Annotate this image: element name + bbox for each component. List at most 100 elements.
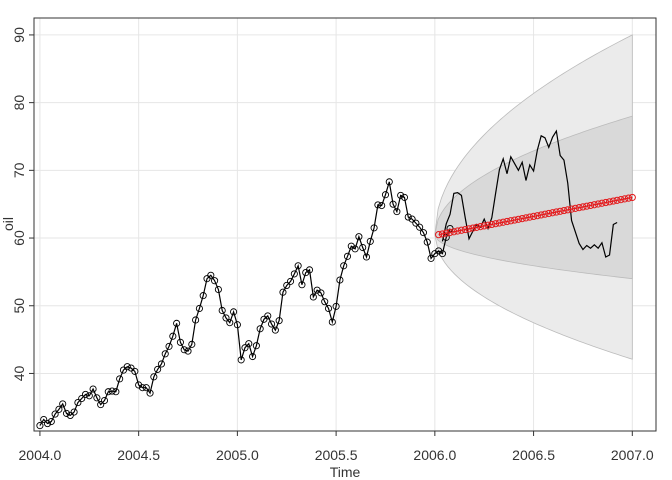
- forecast-point: [613, 196, 621, 204]
- observed-point: [97, 401, 105, 409]
- observed-point: [366, 237, 374, 245]
- observed-point: [340, 262, 348, 270]
- observed-point: [233, 321, 241, 329]
- observed-point: [305, 266, 314, 274]
- observed-point: [419, 229, 428, 237]
- observed-point: [397, 191, 405, 199]
- observed-point: [408, 215, 416, 223]
- observed-point: [188, 340, 196, 348]
- forecast-bands: [434, 34, 633, 360]
- observed-point: [40, 415, 48, 424]
- x-tick-label: 2007.0: [611, 447, 654, 463]
- forecast-point: [628, 193, 636, 202]
- forecast-point: [624, 194, 633, 202]
- forecast-point: [507, 217, 515, 225]
- forecast-point: [488, 220, 496, 229]
- observed-point: [100, 396, 109, 405]
- observed-point: [214, 285, 222, 294]
- axis-ticks: 2004.0 2004.5 2005.0 2005.5 2006.0 2006.5 2007…: [11, 27, 654, 463]
- observed-point: [85, 392, 93, 400]
- forecast-point: [590, 201, 598, 209]
- x-tick-label: 2006.5: [512, 447, 555, 463]
- forecast-point: [556, 207, 564, 215]
- forecast-point: [602, 198, 610, 207]
- forecast-point: [518, 214, 526, 223]
- forecast-point: [583, 202, 591, 210]
- observed-point: [93, 394, 101, 402]
- observed-point: [249, 352, 257, 361]
- observed-point: [161, 350, 169, 358]
- observed-point: [256, 325, 264, 333]
- forecast-point: [484, 221, 492, 229]
- forecast-point: [510, 216, 519, 224]
- observed-point: [43, 420, 52, 428]
- series-lines: [39, 129, 633, 426]
- observed-point: [245, 340, 253, 348]
- forecast-point: [473, 223, 481, 231]
- y-tick-label: 90: [11, 27, 27, 43]
- observed-point: [142, 384, 150, 392]
- observed-point: [298, 281, 306, 289]
- observed-point: [211, 277, 219, 285]
- observed-point: [252, 342, 260, 350]
- observed-point: [157, 360, 165, 368]
- forecast-point: [560, 206, 568, 215]
- y-tick-label: 80: [11, 95, 27, 111]
- observed-point: [116, 375, 124, 383]
- observed-point: [264, 312, 272, 320]
- x-axis-title: Time: [330, 464, 361, 480]
- observed-point: [279, 288, 287, 296]
- observed-point: [36, 422, 44, 430]
- forecast-point: [609, 197, 617, 205]
- x-tick-label: 2004.5: [117, 447, 160, 463]
- forecast-point: [537, 211, 545, 219]
- observed-point: [381, 191, 390, 199]
- forecast-point: [533, 212, 541, 220]
- forecast-point: [571, 204, 579, 212]
- observed-continued-line: [441, 129, 618, 258]
- forecast-point: [476, 223, 485, 231]
- observed-point: [78, 394, 86, 403]
- observed-point: [427, 254, 435, 262]
- observed-point: [226, 319, 234, 327]
- observed-point: [237, 356, 245, 364]
- forecast-point: [446, 228, 454, 237]
- forecast-point: [529, 212, 538, 221]
- observed-point: [324, 304, 333, 313]
- observed-point: [294, 262, 302, 270]
- forecast-point: [465, 225, 473, 233]
- forecast-point: [469, 224, 477, 232]
- observed-point: [104, 388, 112, 396]
- observed-point: [165, 342, 173, 350]
- forecast-point: [457, 226, 466, 234]
- series-points: [36, 178, 636, 430]
- forecast-point: [435, 231, 443, 239]
- observed-point: [328, 318, 336, 326]
- forecast-point: [564, 206, 572, 214]
- observed-point: [423, 238, 431, 246]
- observed-point: [199, 292, 207, 300]
- observed-point: [283, 281, 291, 289]
- observed-point: [108, 387, 116, 395]
- observed-point: [51, 410, 59, 418]
- observed-point: [74, 399, 82, 407]
- observed-point: [218, 306, 226, 315]
- observed-point: [173, 319, 181, 327]
- forecast-line: [438, 196, 633, 236]
- observed-point: [222, 314, 230, 322]
- observed-point: [275, 317, 283, 325]
- observed-point: [309, 293, 317, 301]
- observed-point: [184, 347, 192, 355]
- observed-point: [150, 373, 158, 381]
- observed-point: [138, 384, 147, 392]
- observed-point: [343, 252, 352, 260]
- observed-point: [359, 243, 367, 252]
- observed-point: [385, 178, 393, 186]
- observed-point: [271, 326, 279, 334]
- y-tick-label: 50: [11, 298, 27, 314]
- forecast-point: [617, 196, 625, 204]
- observed-point: [362, 253, 371, 261]
- observed-point: [412, 219, 420, 227]
- observed-point: [286, 277, 295, 285]
- observed-point: [154, 365, 162, 373]
